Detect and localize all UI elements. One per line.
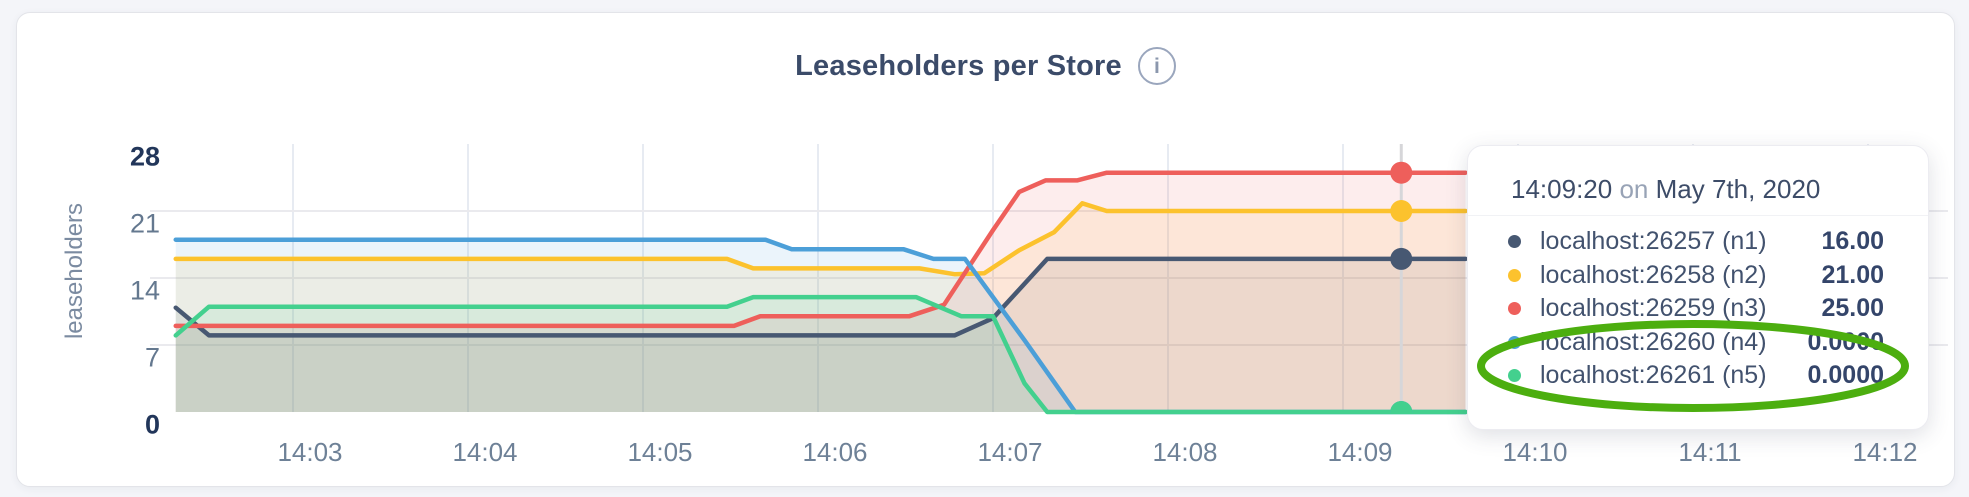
series-area-n3 xyxy=(175,172,1466,412)
series-area-n4 xyxy=(175,239,1466,412)
x-tick-label: 14:09 xyxy=(1327,437,1393,467)
hover-dot-n1 xyxy=(1390,247,1413,270)
tooltip-date: May 7th, 2020 xyxy=(1655,174,1821,204)
series-value: 0.0000 xyxy=(1807,327,1884,356)
tooltip-header: 14:09:20 on May 7th, 2020 xyxy=(1468,174,1928,216)
y-tick-label: 28 xyxy=(129,141,160,172)
chart-header: Leaseholders per Store i xyxy=(17,47,1954,85)
x-tick-label: 14:10 xyxy=(1502,437,1568,467)
tooltip-on-word: on xyxy=(1619,174,1649,204)
series-color-dot xyxy=(1508,302,1521,316)
tooltip-rows: localhost:26257 (n1) 16.00 localhost:262… xyxy=(1468,216,1928,393)
y-tick-label: 14 xyxy=(129,275,160,306)
series-line-n2 xyxy=(173,201,1468,277)
series-color-dot xyxy=(1508,268,1521,282)
series-value: 21.00 xyxy=(1821,260,1884,289)
series-value: 16.00 xyxy=(1821,227,1884,256)
y-tick-label: 7 xyxy=(144,342,160,373)
tooltip-row: localhost:26260 (n4) 0.0000 xyxy=(1508,326,1884,360)
info-icon[interactable]: i xyxy=(1137,47,1176,85)
series-value: 25.00 xyxy=(1821,294,1884,323)
series-name: localhost:26259 (n3) xyxy=(1540,294,1767,323)
hover-dots xyxy=(1390,161,1413,413)
x-tick-label: 14:07 xyxy=(977,437,1043,467)
series-line-n1 xyxy=(173,256,1468,338)
series-color-dot xyxy=(1508,369,1521,383)
series-name: localhost:26258 (n2) xyxy=(1540,260,1767,289)
x-tick-label: 14:06 xyxy=(802,437,868,467)
x-tick-label: 14:04 xyxy=(452,437,518,467)
series-color-dot xyxy=(1508,235,1521,249)
x-tick-label: 14:11 xyxy=(1678,437,1742,467)
series-line-n4 xyxy=(173,237,1468,415)
hover-dot-n3 xyxy=(1390,161,1413,184)
hover-dot-n5 xyxy=(1390,401,1413,413)
tooltip-row: localhost:26257 (n1) 16.00 xyxy=(1508,225,1884,259)
x-tick-label: 14:08 xyxy=(1152,437,1218,467)
series-color-dot xyxy=(1508,335,1521,349)
series-name: localhost:26260 (n4) xyxy=(1540,327,1767,356)
y-tick-label: 0 xyxy=(144,409,160,440)
tooltip-time: 14:09:20 xyxy=(1511,174,1613,204)
series-value: 0.0000 xyxy=(1807,361,1884,390)
series-name: localhost:26257 (n1) xyxy=(1540,227,1767,256)
hover-tooltip: 14:09:20 on May 7th, 2020 localhost:2625… xyxy=(1467,145,1929,430)
series-line-n3 xyxy=(173,170,1468,329)
tooltip-row: localhost:26259 (n3) 25.00 xyxy=(1508,292,1884,326)
series-name: localhost:26261 (n5) xyxy=(1540,361,1767,390)
tooltip-row: localhost:26258 (n2) 21.00 xyxy=(1508,259,1884,293)
x-tick-label: 14:12 xyxy=(1852,437,1918,467)
tooltip-row: localhost:26261 (n5) 0.0000 xyxy=(1508,359,1884,393)
hover-dot-n2 xyxy=(1390,200,1413,222)
chart-title: Leaseholders per Store xyxy=(795,49,1122,82)
series-line-n5 xyxy=(173,294,1468,415)
x-tick-label: 14:03 xyxy=(277,437,343,467)
y-tick-label: 21 xyxy=(129,208,160,239)
series-area-n2 xyxy=(175,203,1466,412)
x-tick-label: 14:05 xyxy=(627,437,693,467)
